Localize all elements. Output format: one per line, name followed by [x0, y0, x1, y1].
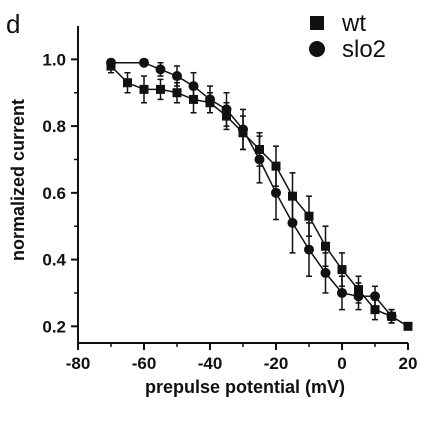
legend: wt slo2 — [309, 10, 386, 63]
fit-curves — [110, 61, 409, 327]
point-slo2 — [386, 311, 397, 322]
legend-label-slo2: slo2 — [342, 36, 386, 63]
point-wt — [255, 144, 264, 154]
y-axis-title: normalized current — [8, 99, 28, 261]
panel-label: d — [6, 9, 20, 39]
point-slo2 — [188, 81, 199, 92]
fit-curve-wt — [110, 65, 409, 327]
point-slo2 — [205, 94, 215, 105]
point-wt — [288, 191, 297, 201]
error-bars — [108, 58, 411, 331]
point-slo2 — [155, 64, 166, 75]
x-tick-label: -80 — [66, 354, 91, 373]
point-slo2 — [353, 291, 364, 302]
point-slo2 — [287, 217, 298, 228]
data-markers — [106, 57, 413, 331]
point-slo2 — [254, 154, 265, 165]
point-slo2 — [337, 287, 347, 298]
legend-marker-slo2 — [309, 41, 325, 57]
x-tick-label: 0 — [337, 354, 346, 373]
legend-marker-wt — [310, 16, 324, 30]
y-tick-label: 0.8 — [42, 117, 66, 136]
point-wt — [189, 94, 198, 104]
point-slo2 — [238, 124, 248, 135]
point-slo2 — [304, 244, 314, 255]
point-slo2 — [320, 267, 331, 278]
x-tick-labels: -80 -60 -40 -20 0 20 — [66, 354, 418, 373]
x-tick-label: 20 — [399, 354, 418, 373]
point-wt — [139, 84, 149, 94]
point-slo2 — [271, 187, 281, 198]
y-tick-label: 1.0 — [42, 50, 66, 69]
point-slo2 — [221, 104, 232, 115]
point-wt — [156, 84, 165, 94]
point-slo2 — [172, 71, 182, 82]
legend-label-wt: wt — [341, 10, 366, 37]
point-slo2 — [106, 57, 116, 68]
x-tick-label: -20 — [264, 354, 289, 373]
point-wt — [271, 161, 281, 171]
point-slo2 — [370, 291, 380, 302]
x-axis-title: prepulse potential (mV) — [145, 377, 345, 397]
y-tick-labels: 0.2 0.4 0.6 0.8 1.0 — [42, 50, 66, 336]
point-wt — [123, 78, 132, 88]
point-wt — [403, 321, 413, 331]
point-wt — [321, 241, 330, 251]
point-wt — [370, 305, 380, 315]
point-wt — [304, 211, 314, 221]
point-slo2 — [139, 57, 149, 68]
point-wt — [354, 285, 363, 295]
y-tick-label: 0.4 — [42, 251, 66, 270]
point-wt — [222, 111, 231, 121]
point-wt — [172, 88, 182, 98]
point-wt — [337, 265, 347, 275]
y-tick-label: 0.6 — [42, 184, 66, 203]
axes — [71, 26, 409, 350]
x-tick-label: -60 — [132, 354, 157, 373]
y-tick-label: 0.2 — [42, 317, 66, 336]
x-tick-label: -40 — [198, 354, 223, 373]
